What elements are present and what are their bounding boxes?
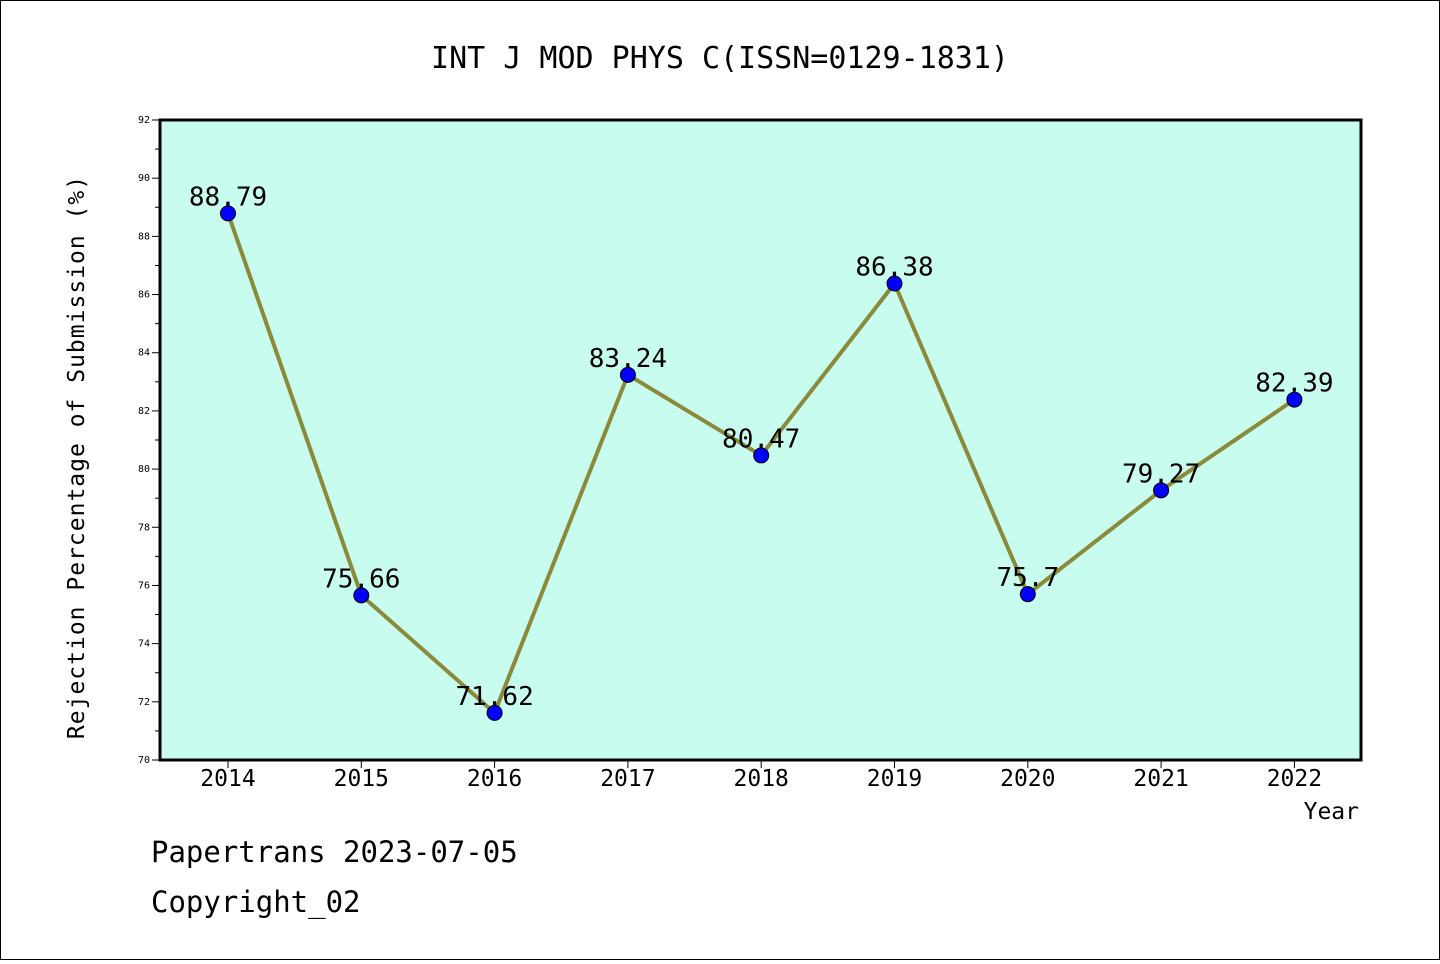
data-point-marker bbox=[619, 366, 636, 383]
data-point-marker bbox=[486, 704, 503, 721]
x-tick-label: 2017 bbox=[600, 766, 655, 792]
y-tick-label: 92 bbox=[138, 115, 150, 126]
y-tick-label: 74 bbox=[138, 639, 150, 650]
data-label: 82.39 bbox=[1255, 369, 1333, 399]
data-point-marker bbox=[1286, 391, 1303, 408]
x-tick-label: 2022 bbox=[1267, 766, 1322, 792]
x-tick-label: 2016 bbox=[467, 766, 522, 792]
footer-copyright: Copyright_02 bbox=[151, 885, 361, 919]
y-tick-label: 70 bbox=[138, 755, 150, 766]
y-axis-ticks: 70 72 74 76 78 80 82 84 86 88 90 92 bbox=[138, 115, 160, 766]
y-tick-label: 84 bbox=[138, 348, 150, 359]
data-series bbox=[220, 205, 1303, 721]
y-axis-label: Rejection Percentage of Submission (%) bbox=[64, 175, 90, 739]
plot-border bbox=[158, 118, 1363, 762]
chart-title: INT J MOD PHYS C(ISSN=0129-1831) bbox=[431, 41, 1009, 76]
data-point-marker bbox=[353, 587, 370, 604]
plot-area bbox=[160, 120, 1361, 760]
data-point-marker bbox=[886, 275, 903, 292]
y-tick-label: 72 bbox=[138, 697, 150, 708]
x-tick-label: 2015 bbox=[334, 766, 389, 792]
data-label: 83.24 bbox=[589, 344, 667, 374]
x-tick-label: 2014 bbox=[200, 766, 255, 792]
data-label: 71.62 bbox=[455, 682, 533, 712]
y-tick-label: 82 bbox=[138, 406, 150, 417]
y-tick-label: 76 bbox=[138, 580, 150, 591]
data-labels: 88.79 75.66 71.62 83.24 80.47 86.38 75.7 79.27 8… bbox=[189, 182, 1334, 711]
y-tick-label: 78 bbox=[138, 522, 150, 533]
data-point-marker bbox=[753, 447, 770, 464]
x-tick-label: 2021 bbox=[1133, 766, 1188, 792]
x-axis-ticks: 2014 2015 2016 2017 2018 2019 2020 2021 2022 bbox=[200, 760, 1322, 792]
data-point-marker bbox=[220, 205, 236, 222]
y-tick-label: 90 bbox=[138, 173, 150, 184]
x-tick-label: 2020 bbox=[1000, 766, 1055, 792]
data-point-marker bbox=[1153, 482, 1170, 499]
data-label: 75.7 bbox=[996, 563, 1059, 593]
y-tick-label: 86 bbox=[138, 290, 150, 301]
data-label: 79.27 bbox=[1122, 459, 1200, 489]
x-axis-label: Year bbox=[1304, 799, 1359, 825]
footer-date: Papertrans 2023-07-05 bbox=[151, 835, 518, 869]
data-label: 88.79 bbox=[189, 182, 267, 212]
y-tick-label: 80 bbox=[138, 464, 150, 475]
data-label: 86.38 bbox=[855, 252, 933, 282]
data-point-marker bbox=[1019, 586, 1036, 603]
data-label: 80.47 bbox=[722, 424, 800, 454]
data-label: 75.66 bbox=[322, 564, 400, 594]
x-tick-label: 2018 bbox=[734, 766, 789, 792]
x-tick-label: 2019 bbox=[867, 766, 922, 792]
y-tick-label: 88 bbox=[138, 231, 150, 242]
